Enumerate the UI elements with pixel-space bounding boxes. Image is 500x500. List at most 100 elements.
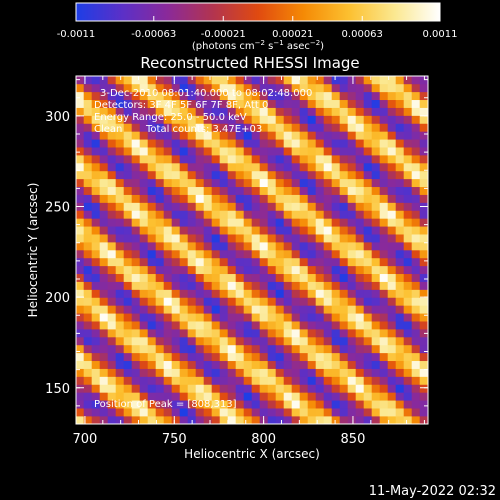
heatmap-cell — [379, 344, 389, 354]
heatmap-cell — [251, 249, 261, 259]
heatmap-cell — [123, 233, 133, 243]
heatmap-cell — [187, 210, 197, 219]
heatmap-cell — [211, 392, 221, 401]
heatmap-cell — [123, 281, 133, 290]
heatmap-cell — [387, 123, 397, 132]
heatmap-cell — [179, 202, 189, 211]
heatmap-cell — [211, 76, 221, 85]
heatmap-cell — [323, 320, 333, 330]
heatmap-cell — [163, 210, 173, 219]
heatmap-cell — [347, 91, 357, 101]
heatmap-cell — [251, 76, 261, 85]
heatmap-cell — [107, 257, 117, 267]
heatmap-cell — [379, 76, 389, 85]
heatmap-cell — [227, 352, 237, 362]
heatmap-cell — [179, 352, 189, 362]
heatmap-cell — [179, 194, 189, 203]
heatmap-cell — [411, 312, 421, 322]
heatmap-cell — [171, 328, 181, 338]
heatmap-cell — [203, 170, 213, 180]
heatmap-cell — [323, 407, 333, 417]
heatmap-cell — [123, 368, 133, 377]
footer-date: 11-May-2022 02:32 — [369, 484, 496, 499]
heatmap-cell — [91, 99, 101, 108]
heatmap-cell — [347, 273, 357, 282]
heatmap-cell — [347, 392, 357, 401]
heatmap-cell — [315, 297, 325, 306]
heatmap-cell — [379, 202, 389, 211]
heatmap-cell — [331, 76, 341, 85]
heatmap-cell — [339, 107, 349, 116]
heatmap-cell — [179, 210, 189, 219]
heatmap-cell — [91, 415, 101, 424]
heatmap-cell — [283, 328, 293, 338]
heatmap-cell — [131, 83, 141, 93]
heatmap-cell — [283, 289, 293, 298]
heatmap-cell — [387, 249, 397, 259]
heatmap-cell — [411, 210, 421, 219]
heatmap-cell — [227, 194, 237, 203]
heatmap-cell — [171, 83, 181, 93]
heatmap-cell — [323, 352, 333, 362]
heatmap-cell — [107, 138, 117, 148]
heatmap-cell — [155, 312, 165, 322]
heatmap-cell — [307, 91, 317, 101]
heatmap-cell — [307, 392, 317, 401]
heatmap-cell — [99, 399, 109, 409]
heatmap-cell — [235, 257, 245, 267]
heatmap-cell — [395, 249, 405, 259]
heatmap-cell — [76, 407, 85, 417]
heatmap-cell — [355, 384, 365, 393]
heatmap-cell — [387, 83, 397, 93]
heatmap-cell — [411, 249, 421, 259]
heatmap-cell — [411, 257, 421, 267]
heatmap-cell — [419, 115, 428, 124]
heatmap-cell — [131, 305, 141, 314]
heatmap-cell — [363, 328, 373, 338]
heatmap-cell — [395, 328, 405, 338]
heatmap-cell — [339, 91, 349, 101]
heatmap-cell — [243, 115, 253, 124]
heatmap-cell — [195, 336, 205, 346]
heatmap-cell — [131, 257, 141, 267]
heatmap-cell — [323, 107, 333, 116]
heatmap-cell — [107, 194, 117, 203]
heatmap-cell — [163, 162, 173, 172]
heatmap-cell — [235, 218, 245, 227]
heatmap-cell — [227, 376, 237, 385]
heatmap-cell — [147, 289, 157, 298]
heatmap-cell — [323, 384, 333, 393]
heatmap-cell — [307, 407, 317, 417]
heatmap-cell — [219, 312, 229, 322]
heatmap-cell — [403, 218, 413, 227]
heatmap-cell — [179, 399, 189, 409]
heatmap-cell — [219, 360, 229, 369]
heatmap-cell — [283, 352, 293, 362]
heatmap-cell — [107, 328, 117, 338]
heatmap-cell — [371, 320, 381, 330]
heatmap-cell — [275, 376, 285, 385]
heatmap-cell — [331, 352, 341, 362]
heatmap-cell — [315, 273, 325, 282]
heatmap-cell — [307, 186, 317, 195]
heatmap-cell — [403, 107, 413, 116]
heatmap-cell — [275, 360, 285, 369]
heatmap-cell — [323, 344, 333, 354]
heatmap-cell — [419, 257, 428, 267]
heatmap-cell — [299, 352, 309, 362]
colorbar: -0.0011 -0.00063 -0.00021 0.00021 0.00063 0.0… — [57, 2, 458, 52]
heatmap-cell — [155, 344, 165, 354]
heatmap-cell — [115, 138, 125, 148]
heatmap-cell — [179, 186, 189, 195]
heatmap-cell — [115, 225, 125, 235]
heatmap-cell — [267, 131, 277, 140]
heatmap-cell — [123, 289, 133, 298]
heatmap-cell — [363, 170, 373, 180]
heatmap-cell — [331, 218, 341, 227]
heatmap-cell — [363, 178, 373, 188]
heatmap-cell — [307, 399, 317, 409]
heatmap-cell — [83, 131, 93, 140]
heatmap-cell — [419, 170, 428, 180]
heatmap-cell — [211, 415, 221, 424]
heatmap-cell — [275, 76, 285, 85]
